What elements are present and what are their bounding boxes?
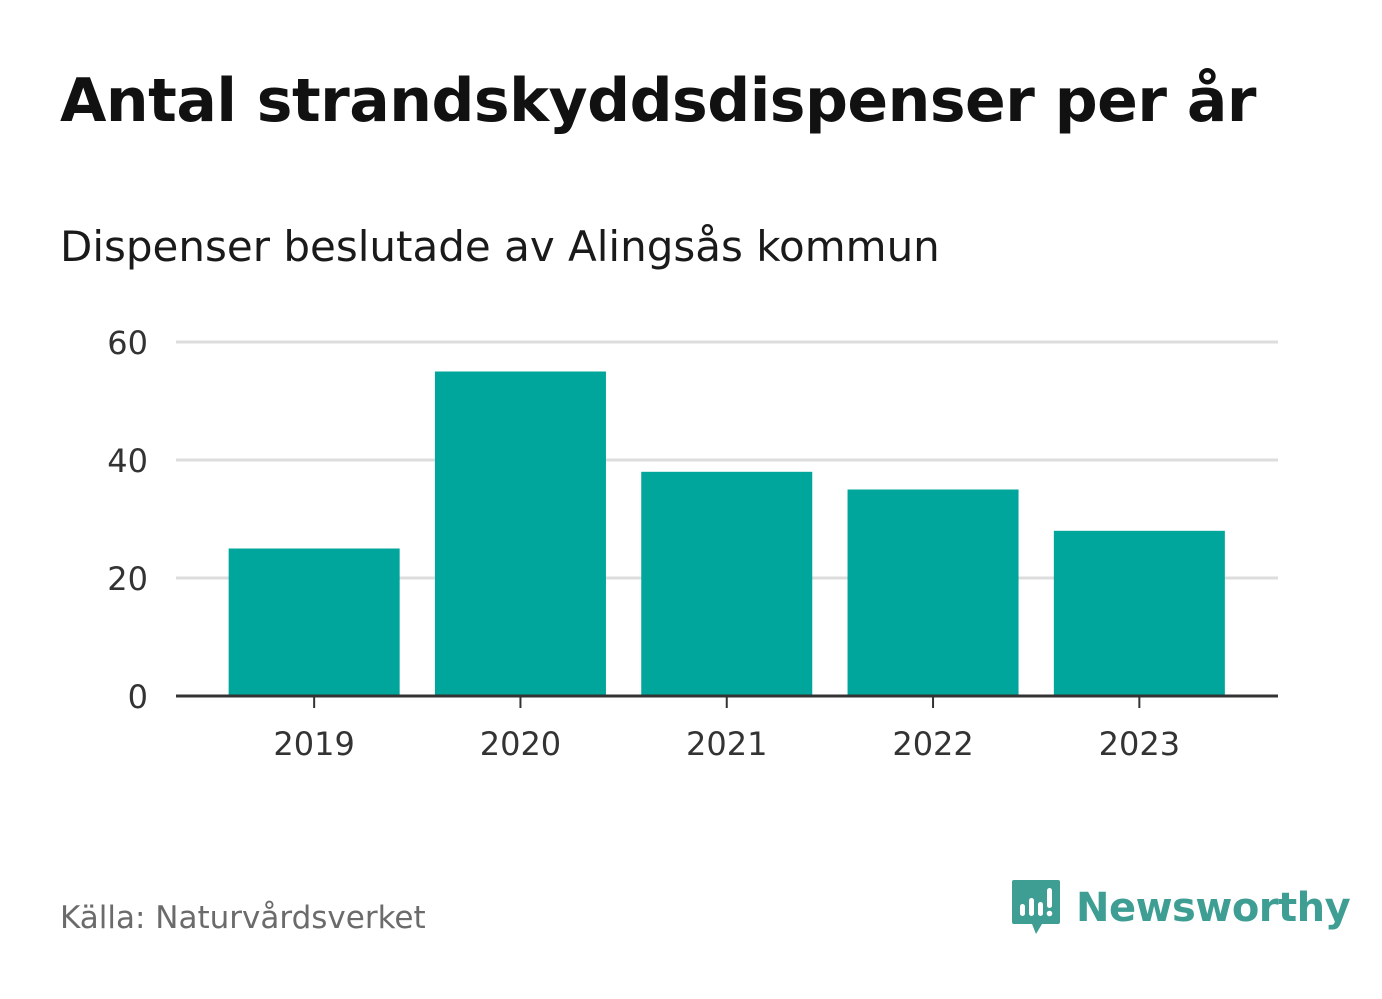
x-tick-label: 2022 xyxy=(892,725,973,763)
bar-2022 xyxy=(847,489,1019,696)
bar-2020 xyxy=(434,371,606,696)
source-note: Källa: Naturvårdsverket xyxy=(60,900,426,936)
y-tick-label: 20 xyxy=(107,560,148,598)
bar-2021 xyxy=(641,471,813,696)
x-tick-label: 2019 xyxy=(273,725,354,763)
y-tick-label: 40 xyxy=(107,442,148,480)
bar-2019 xyxy=(228,548,400,696)
newsworthy-logo-icon xyxy=(1012,880,1060,934)
bar-2023 xyxy=(1053,530,1225,696)
y-tick-label: 60 xyxy=(107,324,148,362)
chart-title: Antal strandskyddsdispenser per år xyxy=(60,66,1256,136)
chart-subtitle: Dispenser beslutade av Alingsås kommun xyxy=(60,222,940,271)
x-tick-label: 2023 xyxy=(1099,725,1180,763)
x-tick-label: 2020 xyxy=(480,725,561,763)
brand-name: Newsworthy xyxy=(1076,885,1351,931)
x-tick-label: 2021 xyxy=(686,725,767,763)
y-tick-label: 0 xyxy=(128,678,148,716)
brand-logo: Newsworthy xyxy=(1010,878,1351,938)
